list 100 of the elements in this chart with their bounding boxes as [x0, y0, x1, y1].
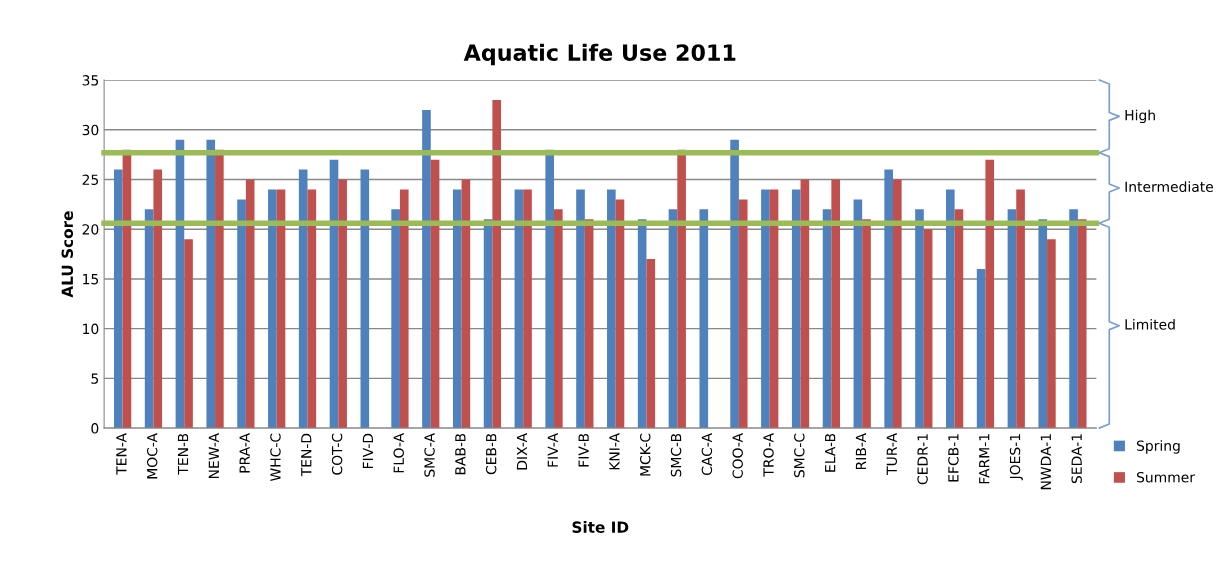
- bar: [399, 189, 409, 429]
- bar: [822, 209, 832, 429]
- bar: [923, 229, 933, 429]
- bar: [607, 189, 616, 429]
- bar: [668, 209, 678, 429]
- bar: [483, 219, 493, 429]
- bar: [576, 189, 585, 429]
- x-tick-label: CEB-B: [485, 433, 497, 475]
- bar: [637, 219, 647, 429]
- bar: [954, 209, 964, 429]
- y-tick-label: 25: [82, 174, 99, 185]
- bar: [523, 189, 532, 429]
- x-tick-label: MCK-C: [640, 433, 651, 476]
- bar: [1038, 219, 1048, 429]
- bar: [1047, 239, 1056, 429]
- bar: [245, 179, 255, 429]
- bar: [329, 159, 339, 429]
- bar: [184, 239, 193, 429]
- chart-title: Aquatic Life Use 2011: [463, 43, 736, 66]
- bar: [853, 199, 863, 429]
- y-tick-label: 0: [91, 423, 99, 434]
- bar: [237, 199, 246, 429]
- x-tick-label: BAB-B: [455, 433, 466, 475]
- legend-label: Spring: [1136, 440, 1180, 454]
- bar: [699, 209, 709, 429]
- x-tick-label: FIV-B: [578, 433, 589, 467]
- x-tick-label: NWDA-1: [1040, 434, 1051, 490]
- x-tick-label: SMC-B: [670, 433, 682, 477]
- bar: [1077, 219, 1087, 429]
- x-tick-label: COO-A: [732, 433, 743, 479]
- text: High: [1125, 109, 1155, 124]
- x-tick-label: CEDR-1: [917, 434, 928, 485]
- bar: [113, 169, 123, 429]
- x-tick-label: NEW-A: [208, 433, 219, 479]
- bar: [831, 179, 840, 429]
- x-tick-label: WHC-C: [270, 433, 281, 482]
- x-tick-label: SMC-C: [794, 433, 805, 478]
- x-tick-label: SMC-A: [424, 433, 435, 477]
- x-tick-label: COT-C: [331, 433, 343, 475]
- bar: [791, 189, 801, 429]
- bar: [769, 189, 779, 429]
- bar: [1069, 209, 1078, 429]
- x-tick-label: CAC-A: [701, 433, 713, 476]
- x-tick-label: TRO-A: [763, 433, 774, 477]
- x-tick-label: TEN-D: [301, 433, 312, 477]
- x-tick-label: TEN-A: [116, 433, 127, 475]
- bar: [646, 259, 656, 429]
- bar: [1007, 209, 1017, 429]
- bar: [422, 109, 431, 429]
- x-tick-label: TEN-B: [177, 433, 189, 475]
- x-tick-label: TUR-A: [886, 433, 898, 475]
- y-tick-label: 30: [82, 124, 99, 136]
- x-tick-label: KNI-A: [609, 433, 620, 470]
- bar: [615, 199, 625, 429]
- bar: [976, 269, 986, 429]
- bar: [461, 179, 471, 429]
- y-tick-label: 5: [91, 373, 99, 384]
- x-tick-label: ELA-B: [825, 433, 836, 472]
- x-tick-label: MOC-A: [146, 433, 158, 479]
- bar: [514, 189, 524, 429]
- bar: [276, 189, 286, 429]
- bar: [430, 159, 440, 429]
- x-tick-label: EFCB-1: [948, 434, 959, 482]
- bar: [153, 169, 163, 429]
- bar: [144, 209, 154, 429]
- bar: [1016, 189, 1025, 429]
- bar: [584, 219, 594, 429]
- y-tick-label: 20: [82, 224, 99, 235]
- bar: [761, 189, 770, 429]
- x-axis-title: Site ID: [572, 521, 629, 533]
- bar: [730, 139, 739, 429]
- y-tick-label: 35: [82, 75, 99, 86]
- text: Intermediate: [1125, 181, 1214, 192]
- bar: [946, 189, 955, 429]
- text: Limited: [1125, 318, 1175, 330]
- bar: [391, 209, 400, 429]
- bar: [554, 209, 563, 429]
- bar: [206, 139, 216, 429]
- y-axis-title: ALU Score: [61, 211, 74, 298]
- bar: [360, 169, 370, 429]
- bar: [738, 199, 748, 429]
- x-tick-label: RIB-A: [855, 433, 867, 470]
- bar: [492, 99, 502, 429]
- x-tick-label: FIV-A: [547, 433, 558, 467]
- x-tick-label: PRA-A: [239, 433, 250, 473]
- x-tick-label: FIV-D: [362, 433, 373, 469]
- bar: [307, 189, 317, 429]
- x-tick-label: FARM-1: [979, 434, 990, 484]
- bar: [800, 179, 810, 429]
- x-tick-label: DIX-A: [516, 433, 528, 470]
- x-tick-label: FLO-A: [393, 433, 404, 473]
- bar: [452, 189, 462, 429]
- bar: [892, 179, 902, 429]
- bar: [985, 159, 995, 429]
- x-tick-label: JOES-1: [1009, 434, 1023, 481]
- bar: [915, 209, 924, 429]
- y-tick-label: 15: [83, 274, 99, 285]
- legend-label: Summer: [1136, 471, 1195, 483]
- bar: [884, 169, 893, 429]
- y-tick-label: 10: [83, 323, 99, 335]
